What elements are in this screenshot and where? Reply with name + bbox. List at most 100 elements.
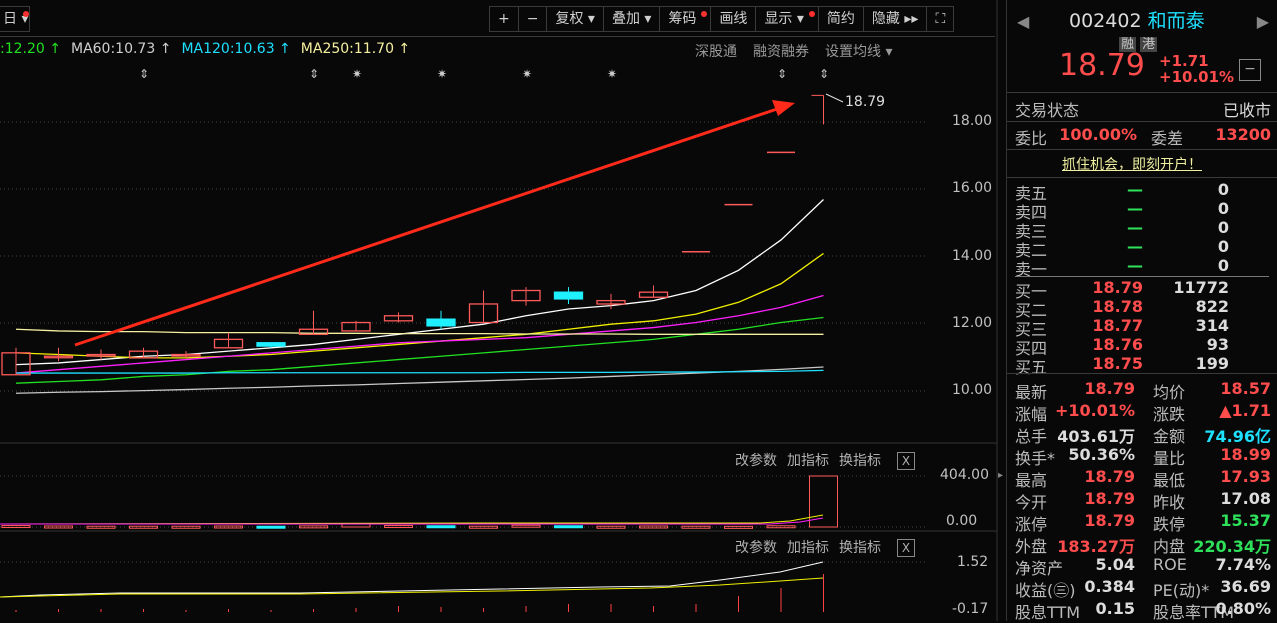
- ma-legend-item: :12.20 ↑: [0, 41, 61, 57]
- ask-volume: 0: [1217, 199, 1229, 218]
- ma-line-ma120: [16, 369, 824, 374]
- bid-volume: 199: [1195, 354, 1229, 373]
- stat-label: 净资产: [1015, 559, 1064, 578]
- ma-line-ma30: [15, 316, 824, 384]
- trend-arrow: [74, 106, 781, 347]
- stat-label: 金额: [1153, 427, 1186, 446]
- close-panel-button[interactable]: X: [897, 452, 915, 470]
- price-axis-label: 12.00: [952, 314, 993, 331]
- status-label: 交易状态: [1015, 101, 1080, 120]
- volume-bar: [171, 525, 201, 529]
- price-tag-pointer: [825, 93, 844, 103]
- volume-bar: [256, 525, 286, 529]
- stat-value: 403.61万: [1057, 427, 1135, 446]
- ask-label: 卖四: [1015, 203, 1048, 222]
- margin-link[interactable]: 融资融券: [753, 44, 809, 60]
- stat-label: 今开: [1015, 493, 1048, 512]
- fullscreen-button[interactable]: ⛶: [935, 11, 946, 27]
- hk-connect-tag: 港: [1140, 37, 1158, 52]
- bid-label: 买四: [1015, 339, 1048, 358]
- ma-settings-link[interactable]: 设置均线 ▾: [825, 44, 893, 60]
- zoom-in-button[interactable]: +: [490, 7, 519, 31]
- stat-label: 昨收: [1153, 493, 1186, 512]
- adjust-button[interactable]: 复权 ▾: [547, 7, 604, 31]
- ask-row: 卖五 — 0: [1015, 180, 1271, 203]
- volume-bar: [44, 525, 73, 529]
- next-stock-button[interactable]: ▶: [1256, 12, 1269, 31]
- chart-toolbar: + − 复权 ▾ 叠加 ▾ 筹码 画线 显示 ▾ 简约 隐藏 ▸▸ ⛶: [489, 6, 955, 32]
- candle-body: [213, 338, 244, 349]
- ask-row: 卖二 — 0: [1015, 237, 1271, 260]
- stat-value: 17.08: [1220, 489, 1271, 508]
- wb-value: 100.00%: [1059, 125, 1137, 144]
- last-price-tag: 18.79: [845, 94, 886, 110]
- bid-price: 18.76: [1092, 335, 1143, 354]
- event-marker: ⇕: [309, 67, 319, 81]
- volume-bar: [129, 525, 158, 529]
- stat-value: 183.27万: [1057, 537, 1135, 556]
- volume-ma-line: [0, 514, 824, 525]
- chart-links: 深股通 融资融券 设置均线 ▾: [695, 41, 908, 61]
- hide-button[interactable]: 隐藏 ▸▸: [864, 7, 928, 31]
- stat-label: 涨幅: [1015, 405, 1048, 424]
- stat-label: 换手*: [1015, 449, 1056, 468]
- volume-bar: [511, 524, 541, 528]
- ma-line-ma60: [15, 366, 824, 394]
- display-button[interactable]: 显示 ▾: [756, 7, 819, 31]
- edit-params-link[interactable]: 改参数: [735, 540, 777, 556]
- bid-volume: 93: [1206, 335, 1229, 354]
- zoom-out-button[interactable]: −: [519, 7, 548, 31]
- candle-body: [468, 303, 499, 324]
- shenzhen-connect-link[interactable]: 深股通: [695, 44, 737, 60]
- edit-params-link[interactable]: 改参数: [735, 453, 777, 469]
- stat-row: 涨停 18.79 跌停 15.37: [1015, 511, 1271, 534]
- stat-value: ▲1.71: [1219, 401, 1271, 420]
- stat-label: 量比: [1153, 449, 1186, 468]
- collapse-button[interactable]: −: [1239, 59, 1261, 81]
- add-indicator-link[interactable]: 加指标: [787, 453, 829, 469]
- indicator-axis-max: 1.52: [957, 554, 989, 570]
- stat-value: 15.37: [1220, 511, 1271, 530]
- draw-button[interactable]: 画线: [711, 7, 757, 31]
- bid-label: 买三: [1015, 320, 1048, 339]
- candle-body: [171, 353, 201, 357]
- simple-button[interactable]: 简约: [819, 7, 864, 31]
- quote-panel: ◀ ▶ 002402 和而泰 融 港 18.79 +1.71 +10.01% −…: [1006, 0, 1277, 622]
- volume-bar: [596, 525, 626, 529]
- indicator-axis-min: -0.17: [952, 601, 989, 617]
- bid-label: 买一: [1015, 282, 1048, 301]
- bid-label: 买二: [1015, 301, 1048, 320]
- open-account-link[interactable]: 抓住机会，即刻开户！: [1062, 157, 1202, 173]
- trend-arrow-head: [772, 100, 795, 116]
- wc-value: 13200: [1215, 125, 1271, 144]
- switch-indicator-link[interactable]: 换指标: [839, 540, 881, 556]
- stat-row: 涨幅 +10.01% 涨跌 ▲1.71: [1015, 401, 1271, 424]
- stat-row: 今开 18.79 昨收 17.08: [1015, 489, 1271, 512]
- ma-legend: :12.20 ↑ MA60:10.73 ↑ MA120:10.63 ↑ MA250:1…: [0, 41, 420, 57]
- candle-body: [256, 342, 286, 347]
- notification-dot: [808, 11, 815, 17]
- close-panel-button[interactable]: X: [897, 539, 915, 557]
- stat-row: 外盘 183.27万 内盘 220.34万: [1015, 533, 1271, 556]
- candle-body: [1, 352, 31, 376]
- ask-price: —: [1127, 199, 1143, 218]
- splitter-handle[interactable]: ▸: [998, 470, 1004, 481]
- stat-label: 最低: [1153, 471, 1186, 490]
- period-selector[interactable]: 日 ▾: [0, 6, 30, 32]
- volume-bar: [214, 525, 243, 529]
- ask-row: 卖一 — 0: [1015, 256, 1271, 279]
- volume-bar: [681, 525, 711, 529]
- switch-indicator-link[interactable]: 换指标: [839, 453, 881, 469]
- ask-row: 卖四 — 0: [1015, 199, 1271, 222]
- chips-button[interactable]: 筹码: [660, 7, 712, 31]
- stat-row: 最高 18.79 最低 17.93: [1015, 467, 1271, 490]
- add-indicator-link[interactable]: 加指标: [787, 540, 829, 556]
- prev-stock-button[interactable]: ◀: [1017, 12, 1030, 31]
- overlay-button[interactable]: 叠加 ▾: [604, 7, 661, 31]
- volume-bar: [299, 525, 328, 529]
- kline-chart[interactable]: ⇕ ⇕ ✷ ✷ ✷ ✷ ⇕ ⇕: [0, 0, 1000, 621]
- candle-body: [511, 289, 541, 302]
- ask-volume: 0: [1217, 180, 1229, 199]
- ask-volume: 0: [1217, 237, 1229, 256]
- stat-value: 0.15: [1095, 599, 1135, 618]
